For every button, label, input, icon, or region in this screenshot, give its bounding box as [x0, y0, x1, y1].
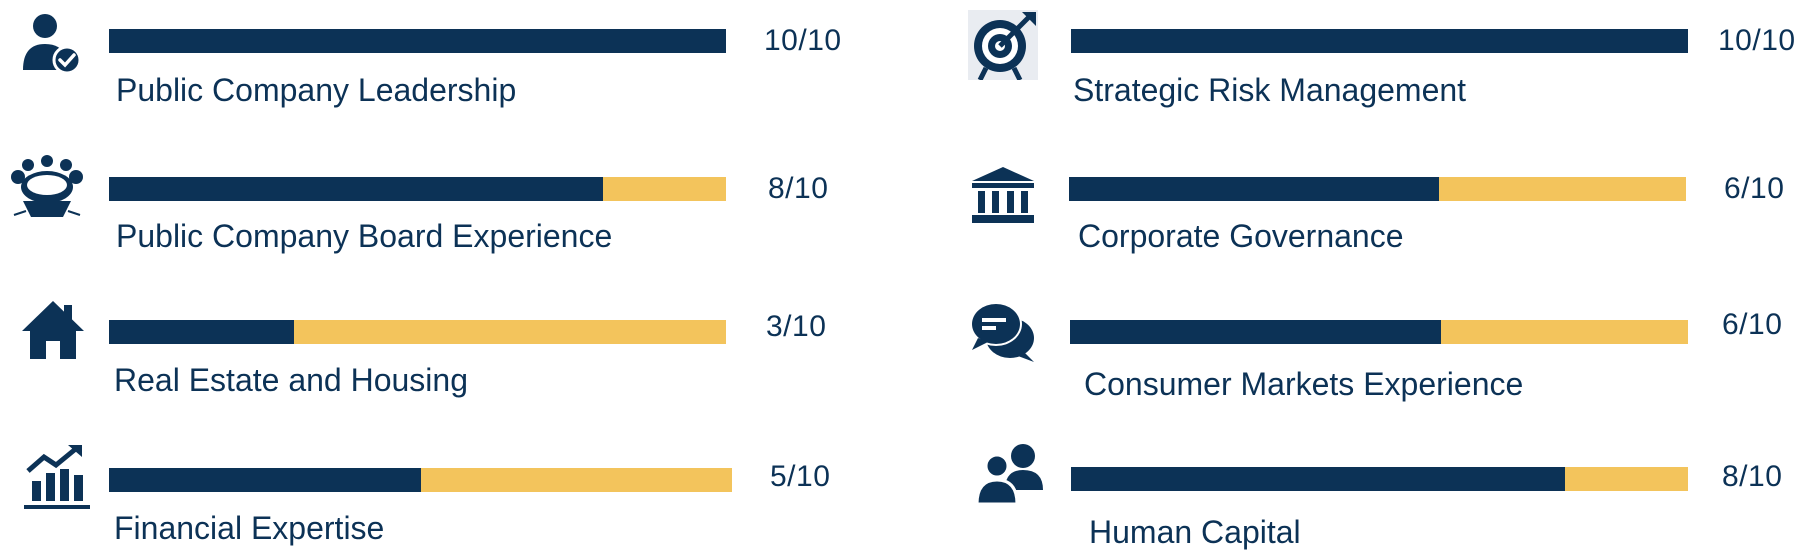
- skill-label: Real Estate and Housing: [114, 362, 468, 398]
- bar-track: [1070, 320, 1688, 344]
- bar-fill: [109, 29, 726, 53]
- score-value: 8/10: [768, 172, 829, 205]
- skill-label: Financial Expertise: [114, 510, 385, 546]
- bar-fill: [109, 177, 603, 201]
- bar-fill: [109, 468, 421, 492]
- bar-fill: [1071, 467, 1565, 491]
- score-value: 5/10: [770, 460, 831, 493]
- bar-track: [109, 468, 732, 492]
- bar-track: [1071, 29, 1688, 53]
- score-value: 6/10: [1724, 172, 1785, 205]
- bar-track: [1069, 177, 1686, 201]
- skill-label: Strategic Risk Management: [1073, 72, 1467, 108]
- score-value: 10/10: [1718, 24, 1796, 57]
- score-value: 10/10: [764, 24, 842, 57]
- people-icon: [975, 440, 1045, 506]
- score-value: 6/10: [1722, 308, 1783, 341]
- bar-fill: [1069, 177, 1440, 201]
- skill-label: Public Company Board Experience: [116, 218, 613, 254]
- government-building-icon: [968, 165, 1038, 225]
- skill-label: Corporate Governance: [1078, 218, 1404, 254]
- executive-person-check-icon: [15, 8, 85, 78]
- bar-fill: [1070, 320, 1441, 344]
- house-icon: [18, 297, 88, 367]
- score-value: 8/10: [1722, 460, 1783, 493]
- bar-track: [109, 320, 726, 344]
- bar-track: [109, 177, 726, 201]
- score-value: 3/10: [766, 310, 827, 343]
- bar-fill: [109, 320, 295, 344]
- chat-bubbles-icon: [968, 296, 1038, 366]
- bar-fill: [1071, 29, 1688, 53]
- growth-chart-icon: [22, 443, 92, 513]
- bar-track: [1071, 467, 1688, 491]
- target-arrow-icon: [968, 10, 1038, 80]
- skill-label: Public Company Leadership: [116, 72, 517, 108]
- bar-track: [109, 29, 726, 53]
- skill-label: Consumer Markets Experience: [1084, 366, 1524, 402]
- skill-label: Human Capital: [1089, 514, 1301, 550]
- boardroom-table-icon: [8, 155, 86, 225]
